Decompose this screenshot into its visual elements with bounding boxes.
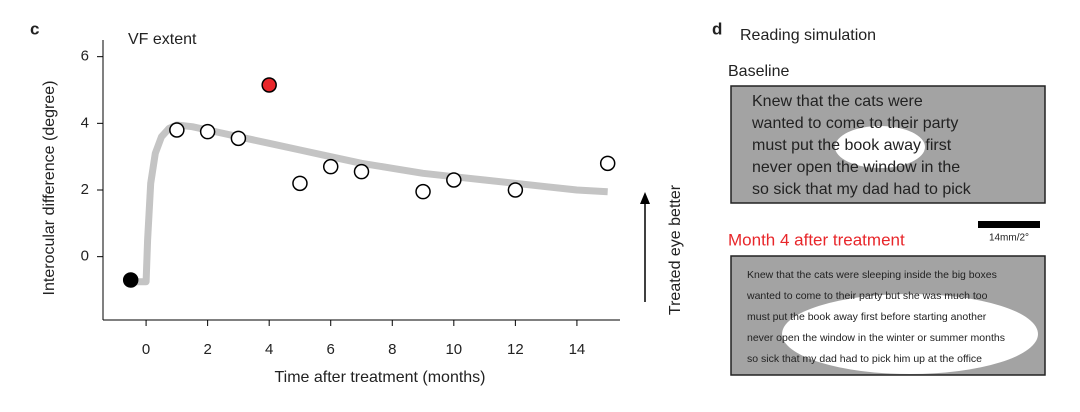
data-point [507,182,524,198]
y-tick-label: 4 [81,114,89,131]
y-tick-label: 2 [81,181,89,198]
condition-title: Baseline [728,63,789,80]
data-point [169,122,185,138]
arrow-head [640,192,650,204]
x-tick-label: 8 [388,341,396,358]
scotoma [782,294,1038,374]
fit-curve [130,121,608,286]
panel-label: c [30,19,39,38]
condition-title: Month 4 after treatment [728,230,905,249]
y-axis-label: Interocular difference (degree) [41,81,58,296]
x-tick-label: 14 [569,341,586,358]
reading-line: must put the book away first before star… [747,311,987,323]
y-tick-label: 6 [81,48,89,65]
x-tick-label: 0 [142,341,150,358]
x-tick-label: 4 [265,341,273,358]
reading-line: never open the window in the winter or s… [747,332,1005,344]
chart-title: VF extent [128,31,197,48]
data-point [122,272,139,288]
data-point [230,130,247,147]
panel-label: d [712,19,722,38]
reading-line: wanted to come to their party but she wa… [746,290,988,302]
panel-title: Reading simulation [740,27,876,44]
reading-line: so sick that my dad had to pick him up a… [747,353,982,365]
scale-bar [978,221,1040,228]
data-point [292,175,308,192]
data-point [446,172,462,188]
x-tick-label: 12 [507,341,524,358]
reading-line: must put the book away first [752,137,952,154]
data-point [199,123,216,140]
data-point [261,77,277,93]
data-point [415,183,431,200]
reading-line: never open the window in the [752,159,960,176]
reading-line: wanted to come to their party [751,115,958,132]
data-point [353,163,370,180]
x-tick-label: 6 [327,341,335,358]
scotoma [835,126,925,168]
reading-line: so sick that my dad had to pick [752,181,972,198]
reading-line: Knew that the cats were sleeping inside … [747,269,997,281]
data-point [599,155,616,172]
data-point [322,158,339,175]
x-tick-label: 2 [203,341,211,358]
y-tick-label: 0 [81,248,89,265]
annotation: Treated eye better [667,184,684,315]
scale-label: 14mm/2° [989,233,1029,244]
x-tick-label: 10 [445,341,462,358]
reading-line: Knew that the cats were [752,93,923,110]
x-axis-label: Time after treatment (months) [274,369,485,386]
